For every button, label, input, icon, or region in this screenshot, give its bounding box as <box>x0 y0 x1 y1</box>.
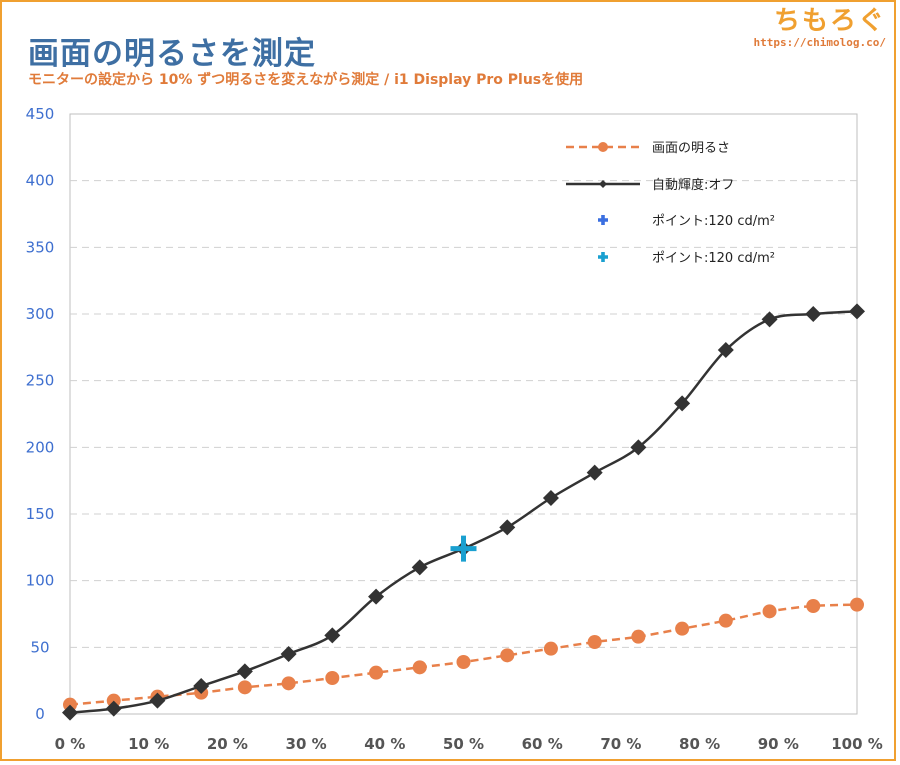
y-tick-label: 300 <box>26 305 55 323</box>
y-tick-label: 200 <box>26 438 55 456</box>
data-point-brightness <box>806 599 821 613</box>
data-point-auto-off <box>149 692 166 709</box>
data-point-brightness <box>850 597 864 612</box>
series-line-auto-off <box>69 310 858 714</box>
data-point-auto-off <box>105 700 122 717</box>
data-point-brightness <box>762 604 777 619</box>
y-tick-label: 350 <box>26 238 55 256</box>
legend-label: ポイント:120 cd/m² <box>652 251 775 266</box>
data-point-brightness <box>500 648 515 663</box>
y-tick-label: 0 <box>35 705 45 723</box>
y-tick-label: 50 <box>30 638 49 656</box>
legend-marker-point-cyan <box>598 252 608 262</box>
x-tick-label: 10 % <box>128 735 169 753</box>
x-tick-label: 80 % <box>679 735 720 753</box>
data-point-brightness <box>412 660 427 675</box>
data-point-brightness <box>281 676 296 691</box>
data-point-brightness <box>675 621 690 636</box>
y-tick-label: 100 <box>26 572 55 590</box>
x-tick-label: 60 % <box>522 735 563 753</box>
data-point-auto-off <box>849 303 865 320</box>
legend-marker-brightness <box>598 142 608 152</box>
x-tick-label: 70 % <box>600 735 641 753</box>
series-brightness <box>63 597 864 712</box>
data-point-brightness <box>543 641 558 656</box>
data-point-auto-off <box>499 519 516 536</box>
data-point-auto-off <box>630 439 647 456</box>
data-point-auto-off <box>542 490 559 506</box>
data-point-auto-off <box>761 311 778 328</box>
data-point-brightness <box>631 629 646 644</box>
data-point-auto-off <box>236 663 253 680</box>
data-point-auto-off <box>324 627 341 644</box>
data-point-auto-off <box>62 704 78 721</box>
x-tick-label: 20 % <box>207 735 248 753</box>
y-tick-label: 450 <box>26 105 55 123</box>
data-point-brightness <box>369 665 384 680</box>
legend-label: ポイント:120 cd/m² <box>652 214 775 229</box>
x-tick-label: 30 % <box>286 735 327 753</box>
legend-label: 自動輝度:オフ <box>652 177 734 193</box>
y-tick-label: 150 <box>26 505 55 523</box>
data-point-brightness <box>325 671 340 685</box>
brand-name: ちもろぐ <box>773 6 886 36</box>
data-point-brightness <box>718 613 733 628</box>
plot-area <box>69 113 858 715</box>
legend-marker-auto-off <box>599 180 607 188</box>
x-tick-label: 0 % <box>55 735 86 753</box>
series-auto-off <box>62 303 865 721</box>
x-tick-label: 100 % <box>831 735 883 753</box>
y-tick-label: 250 <box>26 372 55 390</box>
x-tick-label: 50 % <box>443 735 484 753</box>
data-point-auto-off <box>717 342 734 358</box>
y-tick-label: 400 <box>26 172 55 190</box>
brand-logo: ちもろぐ https://chimolog.co/ <box>754 6 886 49</box>
data-point-brightness <box>456 655 471 669</box>
data-point-brightness <box>587 635 602 649</box>
data-point-auto-off <box>674 395 691 412</box>
data-point-auto-off <box>280 646 297 662</box>
data-point-auto-off <box>805 306 822 322</box>
data-point-120cd <box>450 535 477 562</box>
data-point-auto-off <box>368 588 385 605</box>
x-tick-label: 90 % <box>758 735 799 753</box>
data-point-auto-off <box>411 559 428 576</box>
x-tick-label: 40 % <box>364 735 405 753</box>
chart-subtitle: モニターの設定から 10% ずつ明るさを変えながら測定 / i1 Display… <box>28 72 584 88</box>
data-point-auto-off <box>193 678 210 694</box>
data-point-auto-off <box>586 464 603 481</box>
legend-marker-point-blue <box>598 215 608 225</box>
chart-title: 画面の明るさを測定 <box>28 36 316 72</box>
data-point-brightness <box>237 680 252 695</box>
brand-url: https://chimolog.co/ <box>753 36 886 49</box>
legend-label: 画面の明るさ <box>652 141 730 156</box>
